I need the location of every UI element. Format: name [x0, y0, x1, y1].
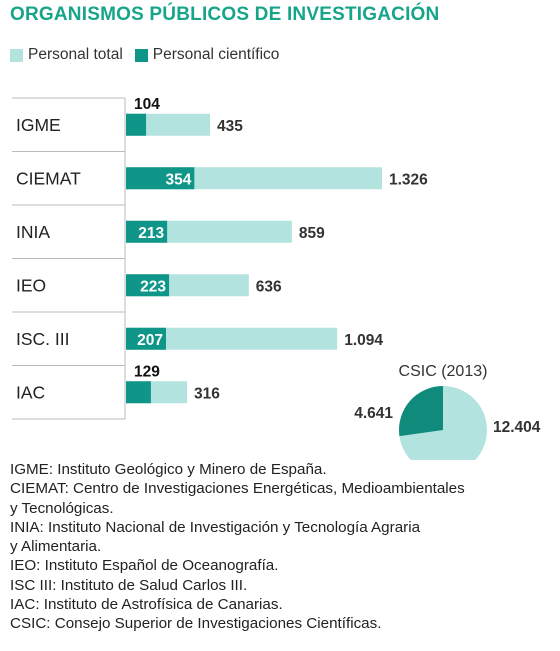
bar-scientific: [126, 220, 168, 243]
footnote: IAC: Instituto de Astrofísica de Canaria…: [10, 596, 283, 614]
legend-label-total: Personal total: [28, 46, 123, 63]
chart-title: ORGANISMOS PÚBLICOS DE INVESTIGACIÓN: [10, 4, 440, 25]
footnote: CSIC: Consejo Superior de Investigacione…: [10, 615, 382, 633]
legend-swatch-scientific: [134, 48, 148, 62]
data-label-scientific: 129: [134, 363, 160, 380]
footnotes: IGME: Instituto Geológico y Minero de Es…: [10, 460, 465, 634]
data-label-total: 316: [194, 385, 220, 402]
legend-item-total: Personal total: [10, 46, 123, 64]
footnote: y Tecnológicas.: [10, 499, 114, 517]
pie-label-total: 12.404: [493, 419, 541, 436]
pie-slice-scientific: [399, 386, 443, 437]
bar-total: [126, 220, 292, 243]
pie-label-scientific: 4.641: [354, 405, 393, 422]
data-label-total: 435: [217, 118, 243, 135]
legend-label-scientific: Personal científico: [152, 46, 280, 63]
bar-scientific: [126, 327, 166, 350]
data-label-total: 636: [256, 278, 282, 295]
bar-scientific: [126, 381, 151, 404]
data-label-total: 1.094: [344, 332, 383, 349]
data-label-scientific: 223: [140, 278, 166, 295]
footnote: INIA: Instituto Nacional de Investigació…: [10, 518, 421, 536]
category-label: INIA: [16, 222, 50, 242]
data-label-scientific: 354: [165, 171, 191, 188]
data-label-total: 859: [299, 225, 325, 242]
footnote: IEO: Instituto Español de Oceanografía.: [10, 557, 279, 575]
bar-total: [126, 113, 210, 136]
data-label-scientific: 213: [138, 225, 164, 242]
bar-total: [126, 327, 338, 350]
bar-scientific: [126, 274, 170, 297]
bar-scientific: [126, 167, 195, 190]
category-label: ISC. III: [16, 329, 69, 349]
pie-title: CSIC (2013): [399, 363, 488, 380]
category-label: IAC: [16, 382, 45, 402]
data-label-scientific: 104: [134, 96, 160, 113]
bar-scientific: [126, 113, 147, 136]
category-label: IGME: [16, 115, 61, 135]
footnote: IGME: Instituto Geológico y Minero de Es…: [10, 461, 327, 478]
footnote: y Alimentaria.: [10, 538, 102, 556]
legend: Personal total Personal científico: [10, 46, 291, 64]
category-label: IEO: [16, 275, 46, 295]
footnote: CIEMAT: Centro de Investigaciones Energé…: [10, 480, 465, 498]
footnote: ISC III: Instituto de Salud Carlos III.: [10, 576, 248, 594]
data-label-total: 1.326: [389, 171, 428, 188]
legend-swatch-total: [10, 48, 23, 62]
data-label-scientific: 207: [137, 332, 163, 349]
legend-item-scientific: Personal científico: [134, 46, 280, 64]
chart-svg: IGME 435 104 CIEMAT 1.326 354 INIA 859 213 IEO 636…: [12, 96, 541, 460]
category-label: CIEMAT: [16, 168, 81, 188]
